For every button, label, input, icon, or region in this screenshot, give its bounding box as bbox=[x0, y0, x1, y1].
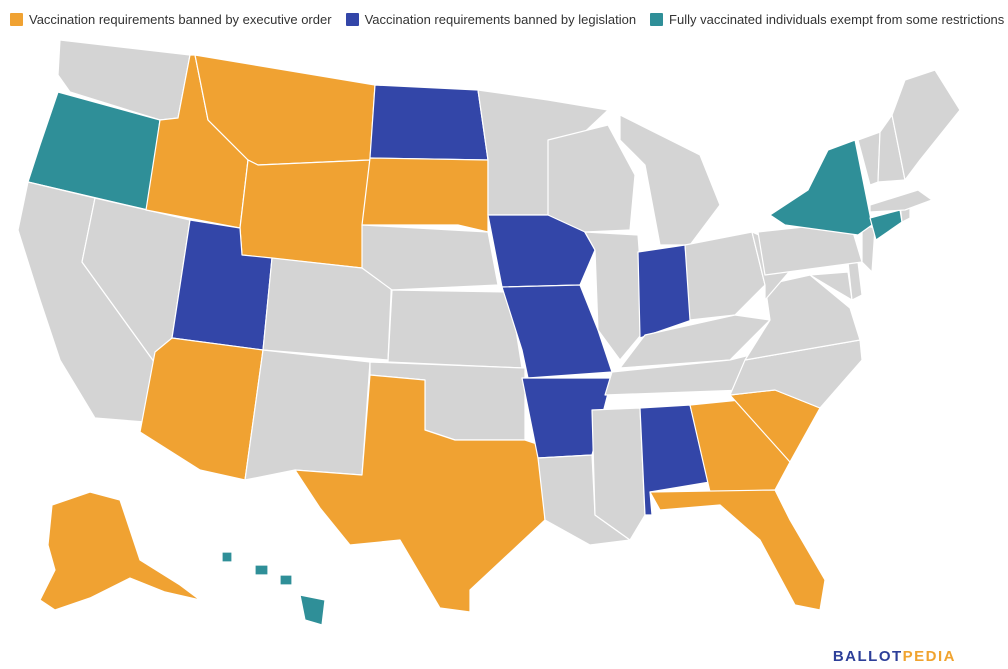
legend-item-legislation: Vaccination requirements banned by legis… bbox=[345, 12, 637, 27]
logo-part-ballot: BALLOT bbox=[832, 648, 903, 665]
state-nd bbox=[369, 84, 489, 161]
state-fl bbox=[649, 489, 826, 611]
state-in bbox=[637, 244, 693, 339]
legend-label-legislation: Vaccination requirements banned by legis… bbox=[364, 12, 637, 27]
state-nj bbox=[861, 224, 876, 273]
state-me bbox=[891, 69, 961, 181]
legend-label-executive-order: Vaccination requirements banned by execu… bbox=[29, 12, 332, 27]
state-oh bbox=[684, 231, 766, 321]
legend-swatch-legislation bbox=[345, 13, 359, 26]
legend-label-exempt: Fully vaccinated individuals exempt from… bbox=[669, 12, 1005, 27]
state-sd bbox=[361, 157, 489, 233]
state-ne bbox=[361, 224, 499, 291]
legend-swatch-executive-order bbox=[10, 13, 23, 26]
state-tx bbox=[294, 374, 546, 613]
state-wi bbox=[547, 124, 636, 233]
legend-swatch-exempt bbox=[650, 13, 664, 26]
state-ny bbox=[769, 139, 873, 236]
legend-item-executive-order: Vaccination requirements banned by execu… bbox=[10, 12, 332, 27]
state-ga bbox=[689, 399, 791, 493]
logo-part-pedia: PEDIA bbox=[902, 648, 956, 665]
state-il bbox=[584, 231, 646, 361]
map-legend: Vaccination requirements banned by execu… bbox=[10, 12, 1004, 27]
state-ks bbox=[387, 289, 523, 369]
ballotpedia-logo: BALLOTPEDIA bbox=[833, 648, 956, 665]
state-wy bbox=[239, 159, 371, 269]
legend-item-exempt: Fully vaccinated individuals exempt from… bbox=[650, 12, 1004, 27]
state-nm bbox=[244, 349, 371, 481]
state-ct bbox=[869, 209, 903, 241]
state-hi bbox=[221, 551, 326, 626]
state-ky bbox=[619, 314, 771, 369]
state-ma bbox=[869, 189, 933, 213]
state-ak bbox=[39, 491, 201, 611]
state-ms bbox=[591, 407, 646, 541]
state-az bbox=[139, 337, 264, 481]
state-mi bbox=[619, 114, 721, 246]
